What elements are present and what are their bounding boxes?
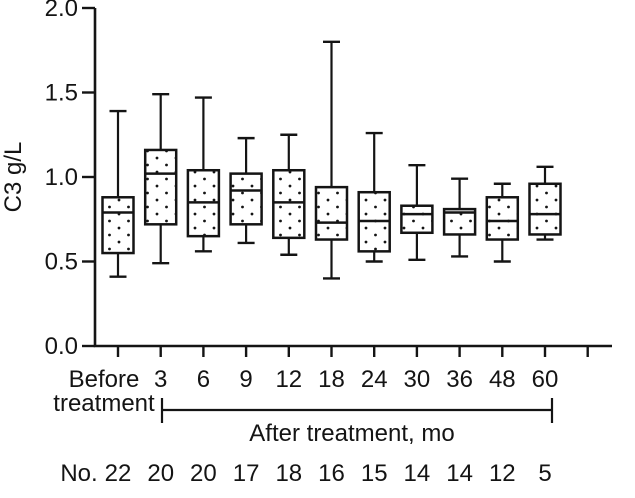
- box-plot-9: [229, 136, 263, 245]
- count-value: 14: [404, 460, 431, 487]
- iqr-box: [143, 148, 178, 226]
- y-tick-label: 2.0: [45, 0, 78, 22]
- count-value: 17: [233, 460, 260, 487]
- box-plot-3: [143, 92, 178, 265]
- iqr-box: [485, 196, 520, 241]
- count-value: 12: [489, 460, 516, 487]
- after-treatment-bracket: [160, 398, 554, 423]
- box-plot-60: [528, 165, 562, 241]
- x-tick-label: 30: [404, 366, 431, 393]
- y-tick-label: 1.0: [45, 164, 78, 191]
- y-tick-label: 0.0: [45, 333, 78, 360]
- y-axis-title: C3 g/L: [0, 142, 27, 213]
- axes: 0.0 0.5 1.0 1.5 2.0: [45, 0, 612, 360]
- iqr-box: [101, 196, 135, 255]
- count-value: 22: [105, 460, 132, 487]
- count-value: 5: [538, 460, 551, 487]
- count-value: 18: [275, 460, 302, 487]
- iqr-box: [314, 185, 349, 241]
- box-plots: [101, 40, 562, 280]
- iqr-box: [272, 168, 306, 240]
- box-plot-30: [400, 163, 434, 262]
- x-tick-label: 48: [489, 366, 516, 393]
- x-tick-label-line2: treatment: [53, 390, 155, 417]
- count-value: 20: [147, 460, 174, 487]
- x-tick-label: 24: [361, 366, 388, 393]
- y-tick-label: 1.5: [45, 80, 78, 107]
- box-plot-12: [272, 133, 306, 256]
- x-tick-label: 18: [318, 366, 345, 393]
- y-tick-label: 0.5: [45, 249, 78, 276]
- x-tick-label: 12: [275, 366, 302, 393]
- box-plot-6: [186, 96, 221, 253]
- box-plot-18: [314, 40, 349, 280]
- x-tick-label: 36: [446, 366, 473, 393]
- iqr-box: [528, 182, 562, 236]
- count-value: 16: [318, 460, 345, 487]
- box-plot-24: [357, 131, 391, 263]
- iqr-box: [400, 204, 434, 235]
- x-axis-annotation: After treatment, mo: [249, 420, 454, 447]
- count-value: 14: [446, 460, 473, 487]
- x-tick-label: 3: [154, 366, 167, 393]
- x-tick-label: 9: [239, 366, 252, 393]
- x-tick-label: 6: [197, 366, 210, 393]
- iqr-box: [229, 172, 263, 226]
- x-tick-label: 60: [532, 366, 559, 393]
- counts-row: 22 20 20 17 18 16 15 14 14 12 5: [105, 460, 552, 487]
- box-plot-before-treatment: [101, 109, 135, 278]
- count-value: 20: [190, 460, 217, 487]
- x-tick-label-line1: Before: [69, 366, 140, 393]
- box-plot-48: [485, 182, 520, 263]
- counts-row-label: No.: [60, 460, 97, 487]
- count-value: 15: [361, 460, 388, 487]
- box-plot-36: [442, 177, 477, 258]
